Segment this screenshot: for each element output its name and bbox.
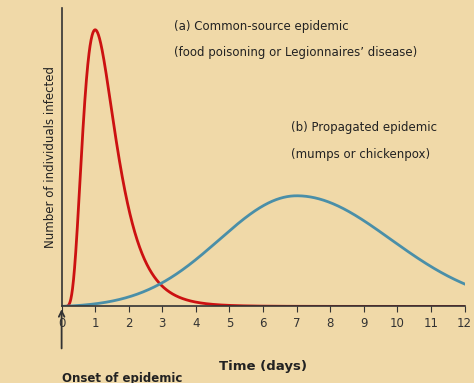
Text: Onset of epidemic: Onset of epidemic xyxy=(62,372,182,383)
Text: (mumps or chickenpox): (mumps or chickenpox) xyxy=(291,148,430,161)
Y-axis label: Number of individuals infected: Number of individuals infected xyxy=(45,66,57,248)
Text: (a) Common-source epidemic: (a) Common-source epidemic xyxy=(174,20,349,33)
X-axis label: Time (days): Time (days) xyxy=(219,360,307,373)
Text: (food poisoning or Legionnaires’ disease): (food poisoning or Legionnaires’ disease… xyxy=(174,46,418,59)
Text: (b) Propagated epidemic: (b) Propagated epidemic xyxy=(291,121,438,134)
